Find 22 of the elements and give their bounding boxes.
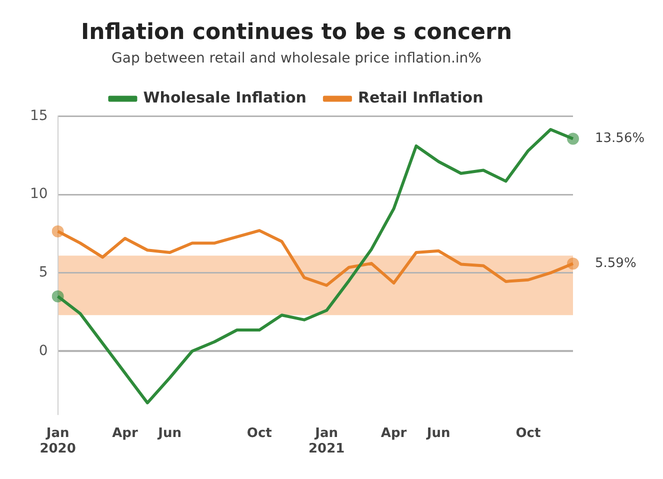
- x-tick-label: Apr: [112, 426, 138, 441]
- x-tick-label: Oct: [246, 426, 272, 441]
- point: [52, 225, 64, 238]
- x-tick-label: Apr: [380, 426, 408, 441]
- legend-label: Retail Inflation: [358, 88, 484, 107]
- point: [567, 258, 579, 270]
- data-label: 5.59%: [595, 256, 636, 271]
- data-label: 13.56%: [595, 131, 645, 146]
- x-tick-label: Jan 2020: [40, 426, 76, 457]
- y-tick-label: 15: [30, 108, 48, 124]
- legend-label: Wholesale Inflation: [143, 88, 306, 107]
- y-tick-label: 5: [38, 264, 48, 280]
- chart-subtitle: Gap between retail and wholesale price inflation.in%: [112, 50, 482, 66]
- y-tick-label: 10: [30, 186, 48, 202]
- x-tick-label: Jun: [426, 426, 450, 441]
- chart-title: Inflation continues to be s concern: [80, 20, 512, 45]
- point: [52, 290, 64, 302]
- y-tick-label: 0: [38, 342, 48, 359]
- x-tick-label: Jun: [157, 426, 182, 441]
- x-tick-label: Jan 2021: [308, 426, 345, 457]
- x-tick-label: Oct: [516, 426, 541, 441]
- point: [567, 132, 579, 145]
